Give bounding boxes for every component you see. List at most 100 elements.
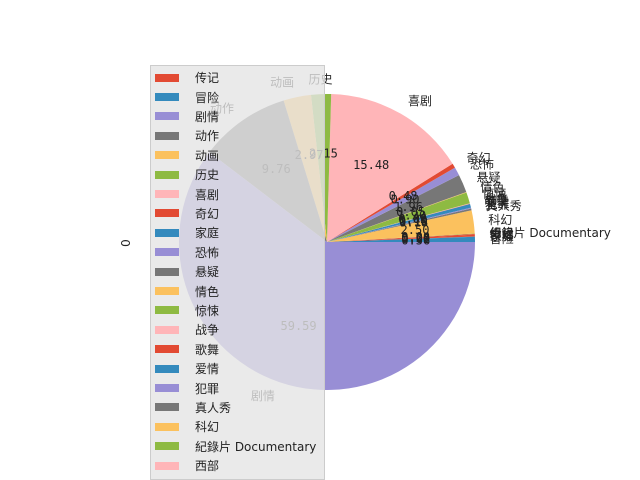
slice-label: 传记 — [490, 226, 514, 241]
slice-value-label: 0.40 — [399, 213, 428, 227]
legend-item: 爱情 — [155, 359, 219, 378]
slice-label: 纪錄片 Documentary — [490, 225, 611, 240]
legend-label: 犯罪 — [195, 381, 220, 396]
slice-label: 恐怖 — [470, 156, 494, 171]
pie-slice — [327, 192, 467, 242]
legend-item: 科幻 — [155, 417, 219, 436]
legend-label: 战争 — [195, 323, 220, 338]
legend-item: 喜剧 — [155, 184, 219, 203]
legend-swatch — [155, 112, 179, 121]
slice-label: 奇幻 — [490, 228, 514, 242]
legend-swatch — [155, 267, 179, 276]
legend-swatch — [155, 364, 179, 373]
y-axis-label: 0 — [119, 239, 133, 247]
slice-value-label: 0.48 — [389, 189, 418, 203]
slice-value-label: 0.05 — [396, 205, 425, 219]
legend-label: 爱情 — [195, 362, 220, 377]
slice-label: 家庭 — [490, 228, 514, 243]
slice-value-label: 0.90 — [391, 193, 420, 207]
slice-label: 情色 — [480, 180, 504, 194]
slice-label: 冒险 — [490, 231, 514, 246]
legend-swatch — [155, 422, 179, 431]
legend-label: 惊悚 — [195, 303, 220, 318]
legend-label: 传记 — [195, 71, 220, 86]
slice-label: 喜剧 — [408, 94, 432, 108]
slice-value-label: 1.20 — [397, 209, 426, 223]
pie-slice — [327, 233, 475, 242]
legend-item: 西部 — [155, 456, 219, 475]
slice-label: 战争 — [484, 193, 508, 207]
legend-item: 犯罪 — [155, 378, 219, 397]
slice-value-label: 2.50 — [401, 223, 430, 237]
legend-label: 动画 — [195, 148, 220, 163]
pie-slice — [327, 94, 453, 242]
legend-swatch — [155, 93, 179, 102]
legend-swatch — [155, 228, 179, 237]
slice-label: 惊悚 — [482, 185, 506, 200]
slice-label: 歌舞 — [484, 192, 508, 207]
slice-value-label: 15.48 — [353, 158, 389, 172]
legend-label: 歌舞 — [195, 342, 220, 357]
slice-label: 爱情 — [485, 195, 509, 209]
legend-label: 冒险 — [195, 90, 220, 105]
slice-label: 科幻 — [488, 213, 512, 227]
slice-value-label: 0.02 — [401, 232, 430, 246]
pie-slice — [327, 210, 475, 242]
legend-item: 动作 — [155, 126, 219, 145]
slice-label: 奇幻 — [466, 151, 490, 165]
legend-item: 真人秀 — [155, 398, 231, 417]
legend-item: 歌舞 — [155, 340, 219, 359]
pie-slice — [327, 203, 470, 242]
legend-swatch — [155, 442, 179, 451]
legend-label: 真人秀 — [195, 400, 232, 415]
slice-label: 悬疑 — [477, 170, 501, 185]
legend-label: 动作 — [195, 129, 220, 144]
pie-slice — [327, 192, 470, 242]
legend-label: 家庭 — [195, 226, 220, 241]
slice-value-label: 0.04 — [401, 230, 430, 244]
legend-label: 西部 — [195, 459, 220, 474]
pie-slice — [327, 167, 460, 242]
pie-slice — [327, 163, 455, 242]
pie-slice — [327, 236, 475, 242]
pie-slice — [327, 236, 475, 242]
legend-item: 恐怖 — [155, 243, 219, 262]
legend-swatch — [155, 461, 179, 470]
legend-swatch — [155, 248, 179, 257]
slice-value-label: 0.08 — [401, 230, 430, 244]
pie-slice — [327, 207, 472, 242]
legend-item: 冒险 — [155, 87, 219, 106]
legend-swatch — [155, 151, 179, 160]
legend-swatch — [155, 403, 179, 412]
legend-swatch — [155, 73, 179, 82]
slice-value-label: 0.56 — [401, 233, 430, 247]
slice-value-label: 1.96 — [394, 200, 423, 214]
slice-label: 真人秀 — [486, 199, 522, 213]
legend-label: 历史 — [195, 168, 220, 183]
legend-swatch — [155, 190, 179, 199]
pie-slice — [327, 203, 471, 242]
pie-slice — [327, 208, 472, 242]
legend-swatch — [155, 287, 179, 296]
legend-label: 科幻 — [195, 420, 220, 435]
legend-item: 紀錄片 Documentary — [155, 437, 316, 456]
legend-label: 奇幻 — [195, 206, 220, 221]
pie-slice — [327, 203, 471, 242]
legend-swatch — [155, 209, 179, 218]
legend-swatch — [155, 131, 179, 140]
legend-item: 奇幻 — [155, 204, 219, 223]
legend-label: 情色 — [195, 284, 220, 299]
pie-slice — [327, 175, 467, 242]
legend-label: 紀錄片 Documentary — [195, 439, 317, 454]
legend-swatch — [155, 170, 179, 179]
legend-label: 悬疑 — [195, 265, 220, 280]
slice-value-label: 0.06 — [398, 212, 427, 226]
legend-label: 恐怖 — [195, 245, 220, 260]
slice-value-label: 0.10 — [399, 215, 428, 229]
legend-item: 家庭 — [155, 223, 219, 242]
pie-slice — [327, 233, 475, 242]
legend-item: 剧情 — [155, 107, 219, 126]
slice-value-label: 0.02 — [398, 212, 427, 226]
legend-item: 传记 — [155, 68, 219, 87]
pie-slice — [327, 234, 475, 242]
